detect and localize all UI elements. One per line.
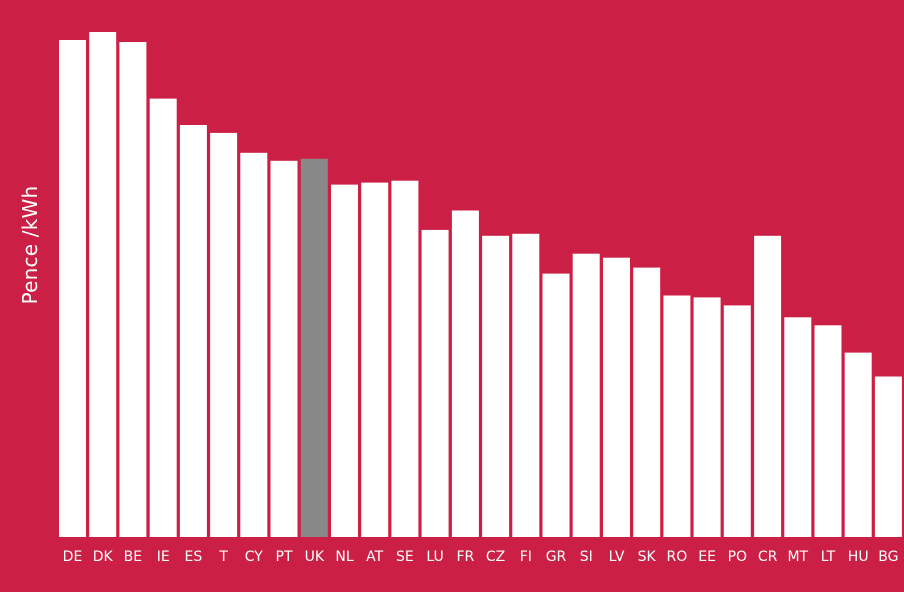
bar-cr (754, 235, 782, 538)
bar-mt (784, 317, 812, 537)
bar-ee (693, 297, 721, 537)
bar-lt (814, 325, 842, 537)
bar-fi (512, 233, 540, 538)
x-tick-label-gr: GR (546, 549, 567, 565)
x-tick-label-ie: IE (157, 549, 170, 565)
x-tick-label-bg: BG (878, 549, 898, 565)
bar-be (119, 42, 147, 537)
bar-uk (300, 158, 328, 538)
x-tick-label-po: PO (728, 549, 747, 565)
bar-cz (482, 235, 510, 538)
bar-hu (844, 352, 872, 537)
x-tick-label-lt: LT (821, 549, 836, 565)
x-tick-label-pt: PT (276, 549, 293, 565)
x-tick-label-mt: MT (787, 549, 808, 565)
x-tick-label-t: T (218, 549, 228, 565)
x-tick-label-fi: FI (520, 549, 532, 565)
x-tick-label-hu: HU (848, 549, 869, 565)
x-tick-label-at: AT (366, 549, 383, 565)
x-tick-label-cy: CY (245, 549, 264, 565)
x-tick-label-se: SE (396, 549, 414, 565)
x-tick-label-dk: DK (93, 549, 114, 565)
bar-es (179, 125, 207, 537)
bar-se (391, 180, 419, 537)
bar-fr (451, 210, 479, 537)
bar-cy (240, 152, 268, 538)
x-tick-label-lu: LU (426, 549, 443, 565)
bar-sk (633, 267, 661, 537)
bar-nl (331, 184, 358, 537)
x-tick-label-es: ES (185, 549, 203, 565)
bar-dk (89, 32, 117, 537)
bar-bg (874, 376, 902, 537)
bar-lv (603, 257, 630, 537)
x-tick-label-sk: SK (638, 549, 657, 565)
x-tick-label-nl: NL (335, 549, 353, 565)
x-tick-label-si: SI (580, 549, 593, 565)
x-tick-label-cr: CR (758, 549, 778, 565)
x-tick-label-cz: CZ (486, 549, 505, 565)
x-tick-label-uk: UK (305, 549, 325, 565)
bar-po (723, 305, 751, 537)
x-tick-label-be: BE (124, 549, 142, 565)
x-tick-label-ro: RO (667, 549, 688, 565)
bar-pt (270, 160, 298, 538)
x-tick-label-fr: FR (457, 549, 475, 565)
x-tick-label-ee: EE (698, 549, 716, 565)
bar-gr (542, 273, 570, 537)
bar-t (210, 132, 238, 537)
bar-ro (663, 295, 691, 537)
bar-at (361, 182, 389, 537)
bar-de (59, 40, 86, 537)
x-tick-label-de: DE (63, 549, 83, 565)
bar-si (572, 253, 600, 537)
bar-lu (421, 229, 449, 537)
x-tick-label-lv: LV (609, 549, 625, 565)
bar-ie (149, 98, 177, 537)
